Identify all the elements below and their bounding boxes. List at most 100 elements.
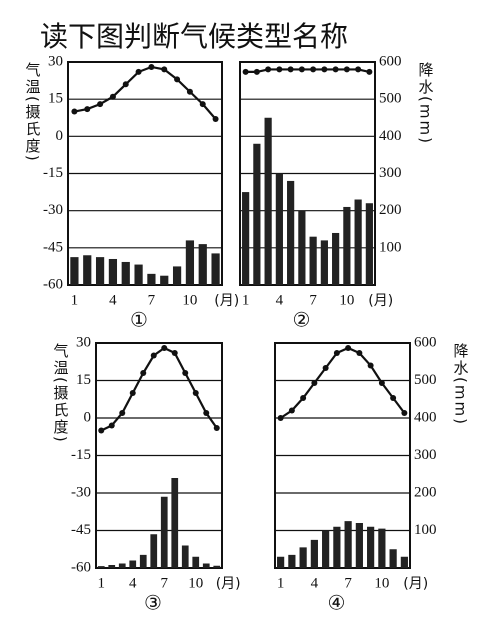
x-tick-label: 10 xyxy=(182,292,197,308)
temp-point xyxy=(150,352,157,359)
temp-point xyxy=(356,350,363,356)
precip-bar xyxy=(400,556,408,568)
y-tick-label: 15 xyxy=(76,372,91,388)
x-tick-label: 4 xyxy=(129,575,137,591)
precip-bar xyxy=(108,258,118,285)
y2-tick-label: 400 xyxy=(379,128,402,144)
precip-bar xyxy=(389,549,397,568)
precip-bar xyxy=(95,257,105,285)
precip-bar xyxy=(97,566,105,568)
temp-point xyxy=(242,68,249,75)
x-tick-label: 1 xyxy=(71,292,79,308)
precip-bar xyxy=(333,526,341,568)
precip-bar xyxy=(147,273,156,285)
y2-tick-label: 300 xyxy=(414,447,437,463)
precip-bar xyxy=(160,496,168,568)
temp-point xyxy=(161,345,168,351)
precip-bar xyxy=(134,264,143,285)
temp-point xyxy=(148,63,155,70)
precip-bar xyxy=(277,556,285,568)
temp-point xyxy=(97,101,104,108)
precip-bar xyxy=(275,173,283,285)
precip-bar xyxy=(171,478,179,568)
precip-bar xyxy=(253,143,261,285)
temp-point xyxy=(332,66,339,73)
temp-point xyxy=(355,66,362,73)
x-tick-label: 7 xyxy=(148,292,156,308)
temp-point xyxy=(135,68,142,75)
y2-tick-label: 200 xyxy=(414,484,437,500)
temp-point xyxy=(311,380,318,386)
x-tick-label: 4 xyxy=(311,575,319,591)
precip-bar xyxy=(287,180,295,285)
precip-bar xyxy=(354,199,362,285)
temp-point xyxy=(288,407,295,414)
precip-bar xyxy=(378,528,386,568)
temp-point xyxy=(265,66,272,73)
temp-point xyxy=(174,76,181,83)
x-tick-label: 10 xyxy=(374,575,389,591)
precip-bar xyxy=(298,210,306,285)
y2-tick-label: 300 xyxy=(379,165,402,181)
x-tick-label: 4 xyxy=(109,292,117,308)
temp-point xyxy=(182,370,189,376)
precip-bar xyxy=(213,565,221,568)
temp-point xyxy=(378,380,385,386)
temp-point xyxy=(98,427,105,434)
y-tick-label: -60 xyxy=(71,559,91,575)
chart-label: ② xyxy=(293,308,311,332)
precip-bar xyxy=(288,554,296,568)
y-axis-label: 气温(摄氏度) xyxy=(52,343,70,444)
temp-point xyxy=(298,66,305,73)
y-tick-label: 15 xyxy=(48,91,63,107)
chart-label: ④ xyxy=(328,591,346,615)
precip-bar xyxy=(242,192,250,285)
temp-line xyxy=(280,346,406,419)
y2-tick-label: 500 xyxy=(414,372,437,388)
y-axis-label: 气温(摄氏度) xyxy=(24,62,42,163)
y2-tick-label: 100 xyxy=(379,239,402,255)
temp-point xyxy=(119,410,126,416)
y2-axis-label: 降水(mm) xyxy=(417,62,435,145)
precip-bar xyxy=(202,563,210,568)
temp-point xyxy=(84,106,91,113)
x-tick-label: 10 xyxy=(339,292,354,308)
temp-point xyxy=(321,66,328,73)
x-tick-label: 1 xyxy=(98,575,106,591)
precip-bar xyxy=(332,232,340,285)
y-tick-label: -15 xyxy=(43,165,63,181)
temp-point xyxy=(129,390,136,396)
temp-point xyxy=(192,390,199,396)
temp-point xyxy=(199,101,206,108)
temp-point xyxy=(109,93,116,100)
temp-point xyxy=(122,81,129,88)
precip-bar xyxy=(367,526,375,568)
precip-bar xyxy=(192,556,200,568)
x-tick-label: 4 xyxy=(276,292,284,308)
y-tick-label: 0 xyxy=(56,128,64,144)
y2-tick-label: 600 xyxy=(379,53,402,69)
precip-bar xyxy=(320,240,328,285)
precip-bar xyxy=(355,523,363,568)
precip-bar xyxy=(160,275,169,285)
temp-point xyxy=(333,350,340,356)
precip-bar xyxy=(150,534,158,568)
y2-tick-label: 200 xyxy=(379,202,402,218)
temp-point xyxy=(390,395,397,401)
temp-point xyxy=(203,410,210,416)
precip-bar xyxy=(264,117,272,285)
temp-point xyxy=(253,68,260,75)
precip-bar xyxy=(211,253,220,285)
precip-bar xyxy=(139,554,147,568)
precip-bar xyxy=(310,539,318,568)
precip-bar xyxy=(185,240,195,285)
temp-point xyxy=(287,66,294,73)
temp-point xyxy=(366,68,373,75)
temp-point xyxy=(213,425,220,431)
y2-tick-label: 600 xyxy=(414,334,437,350)
temp-point xyxy=(345,345,352,351)
page-title: 读下图判断气候类型名称 xyxy=(40,20,348,53)
precip-bar xyxy=(108,565,116,568)
temp-point xyxy=(161,66,168,73)
